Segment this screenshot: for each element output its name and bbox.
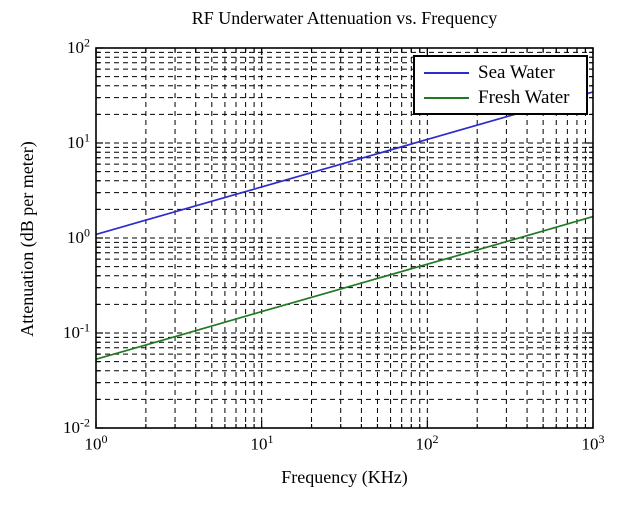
legend: Sea Water Fresh Water — [413, 55, 588, 115]
y-tick-label-10e-2: 10-2 — [63, 416, 90, 439]
tick-exponent: -1 — [80, 320, 90, 335]
tick-base: 10 — [84, 434, 102, 454]
y-tick-label-10e-1: 10-1 — [63, 321, 90, 344]
tick-exponent: 1 — [267, 432, 274, 446]
tick-base: 10 — [67, 133, 84, 153]
legend-item-sea-water: Sea Water — [415, 63, 586, 82]
legend-item-fresh-water: Fresh Water — [415, 88, 586, 107]
tick-base: 10 — [67, 38, 84, 58]
y-tick-label-10e2: 102 — [67, 36, 90, 59]
chart-title: RF Underwater Attenuation vs. Frequency — [191, 8, 498, 28]
tick-exponent: 0 — [84, 225, 90, 240]
x-tick-label-10e0: 100 — [85, 432, 108, 455]
y-tick-label-10e1: 101 — [67, 131, 90, 154]
legend-label-fresh-water: Fresh Water — [478, 87, 570, 108]
tick-exponent: 2 — [84, 35, 90, 50]
tick-exponent: 1 — [84, 130, 90, 145]
tick-exponent: 0 — [101, 432, 108, 446]
x-tick-label-10e2: 102 — [416, 432, 439, 455]
y-axis-label: Attenuation (dB per meter) — [17, 141, 37, 337]
y-tick-label-10e0: 100 — [67, 226, 90, 249]
tick-base: 10 — [63, 323, 80, 343]
tick-base: 10 — [67, 228, 84, 248]
sea-water-line-sample — [424, 71, 469, 74]
tick-base: 10 — [63, 418, 80, 438]
tick-exponent: 3 — [598, 432, 605, 446]
tick-exponent: 2 — [432, 432, 439, 446]
tick-exponent: -2 — [80, 415, 90, 430]
tick-base: 10 — [581, 434, 599, 454]
tick-base: 10 — [250, 434, 268, 454]
x-tick-label-10e3: 103 — [582, 432, 605, 455]
x-tick-label-10e1: 101 — [251, 432, 274, 455]
fresh-water-line-sample — [424, 96, 469, 99]
tick-base: 10 — [415, 434, 433, 454]
x-axis-label: Frequency (KHz) — [281, 467, 408, 487]
legend-label-sea-water: Sea Water — [478, 62, 555, 83]
